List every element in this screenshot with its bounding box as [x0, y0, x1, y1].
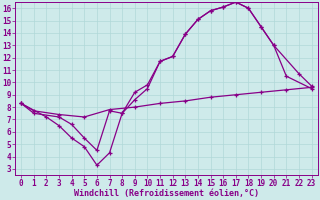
X-axis label: Windchill (Refroidissement éolien,°C): Windchill (Refroidissement éolien,°C)	[74, 189, 259, 198]
